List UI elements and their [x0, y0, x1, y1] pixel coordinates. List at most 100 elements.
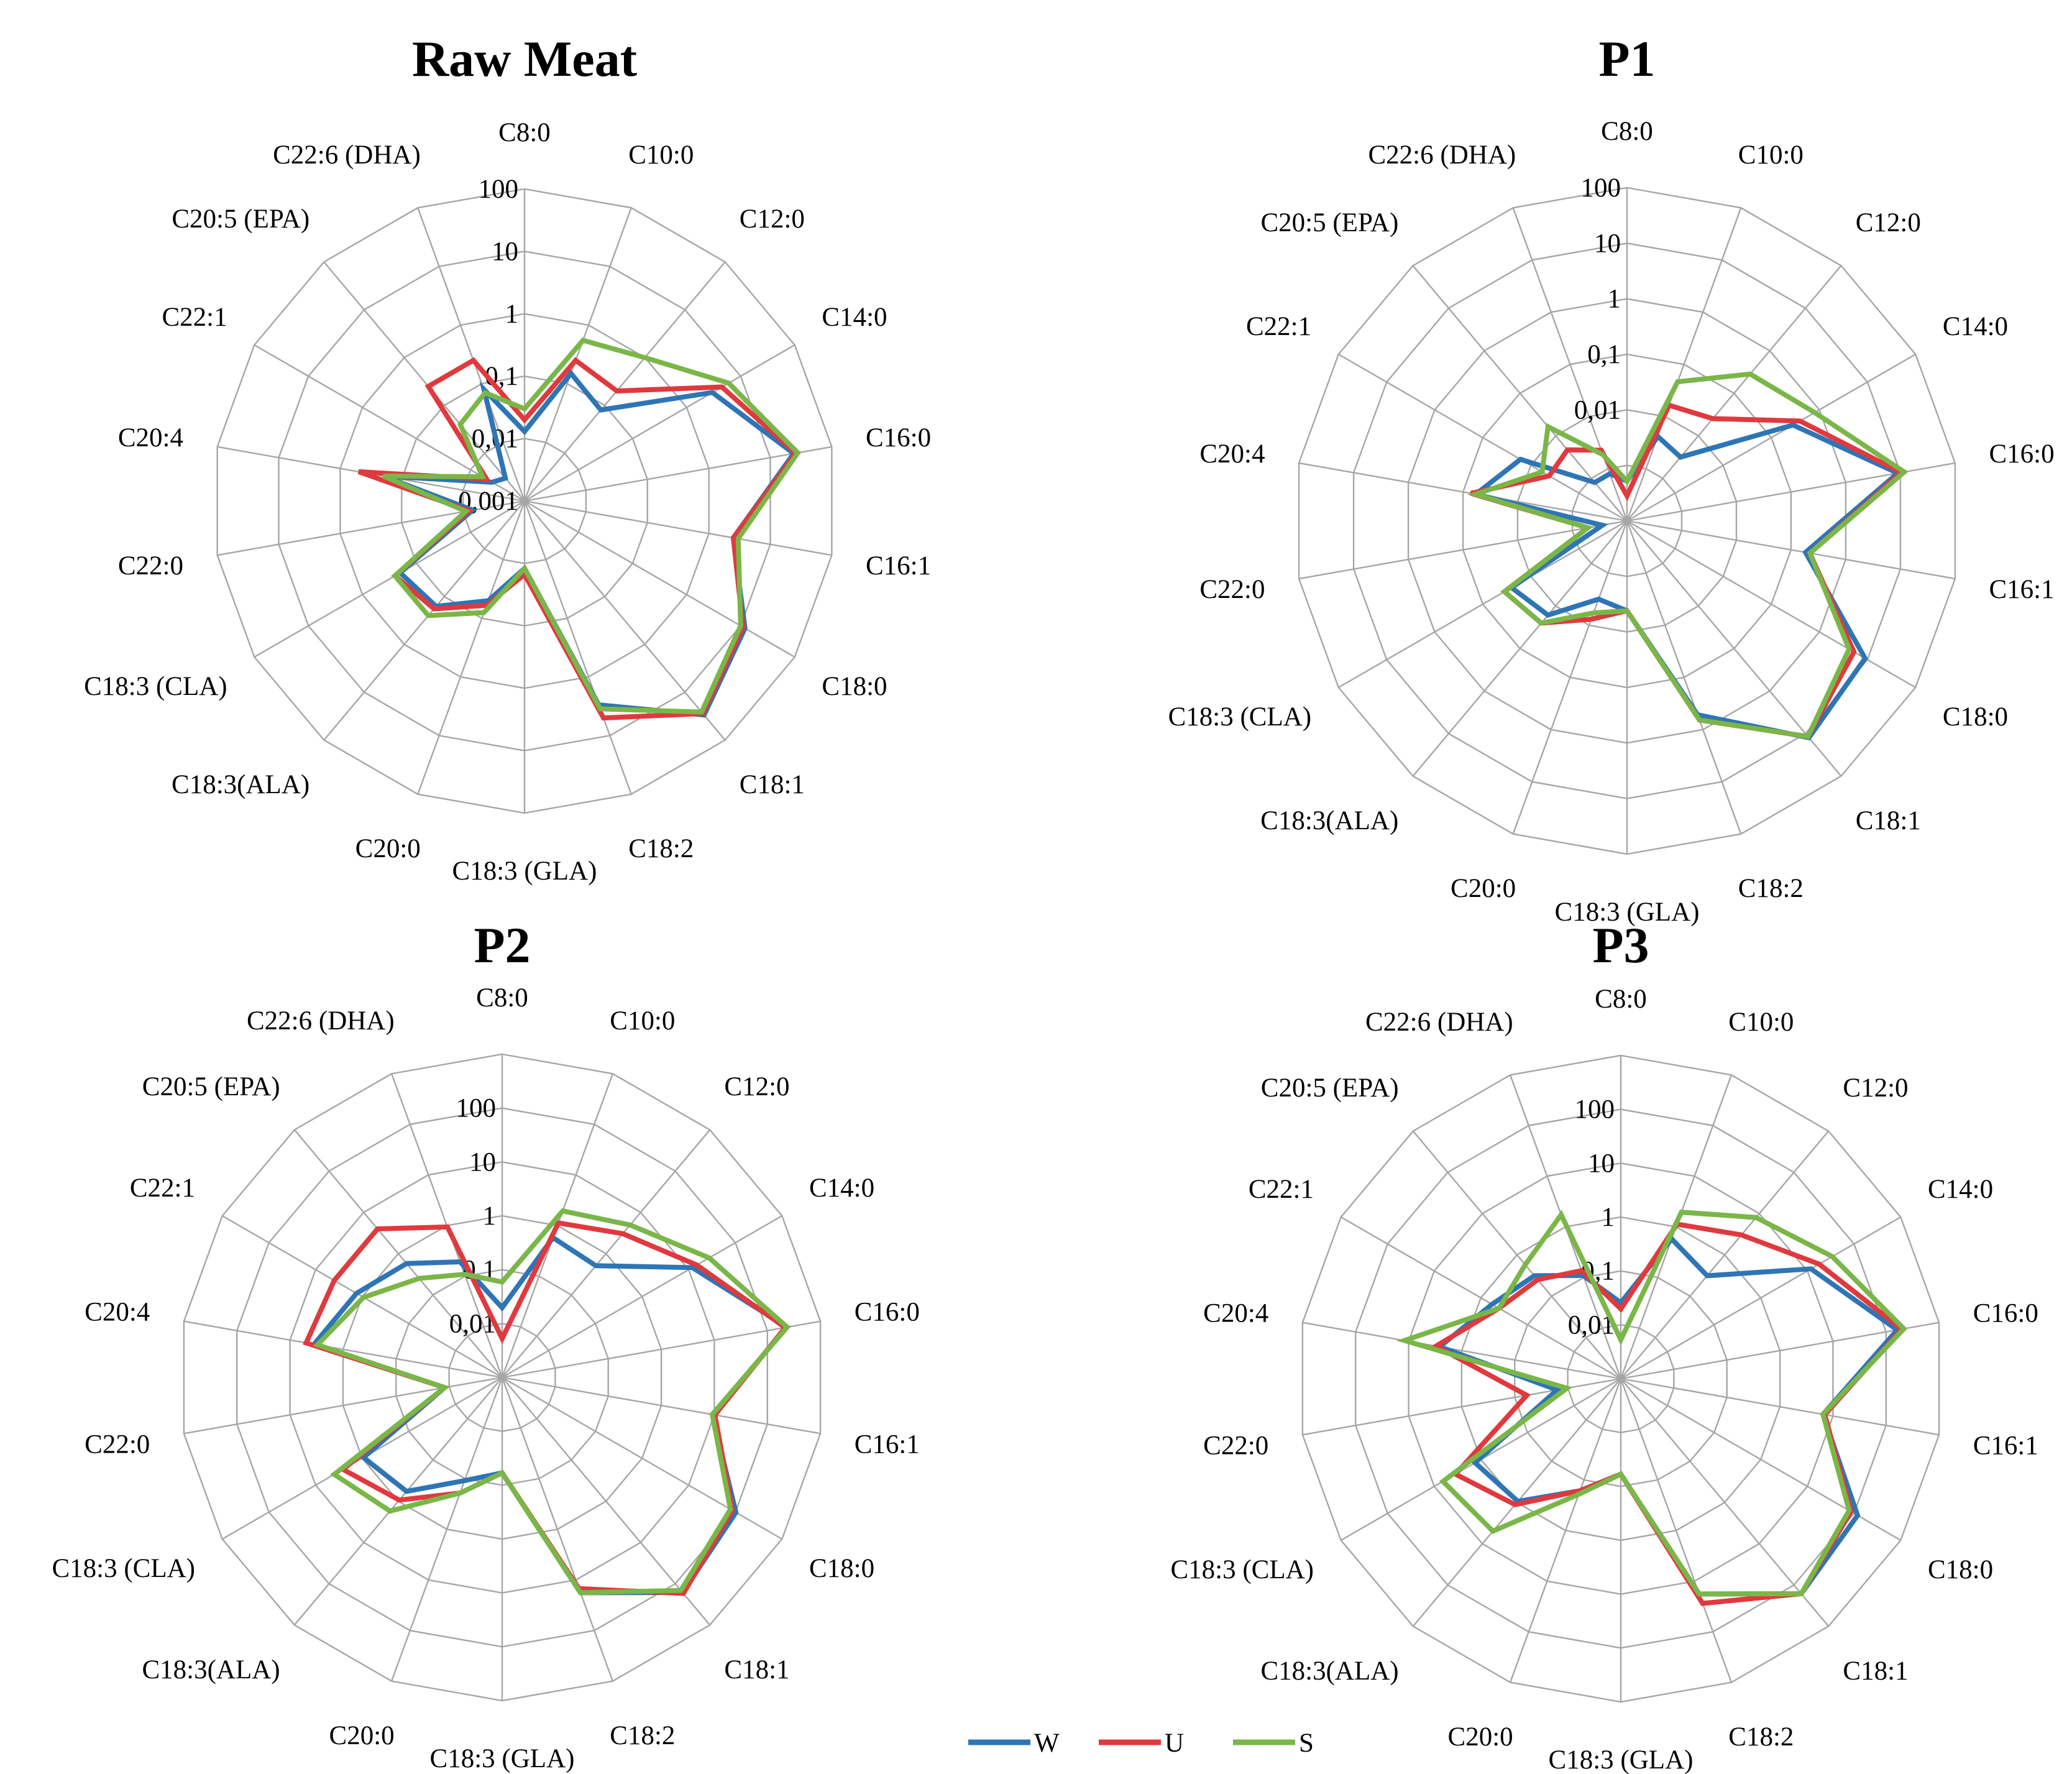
axis-spoke: [523, 207, 632, 502]
axis-spoke: [501, 1377, 614, 1682]
tick-label: 1: [1608, 285, 1621, 314]
radar-grid: [183, 1053, 822, 1702]
category-label: C22:0: [1203, 1431, 1268, 1460]
radar-chart-3: P20,010,1110100C8:0C10:0C12:0C14:0C16:0C…: [52, 917, 919, 1773]
category-label: C8:0: [476, 983, 528, 1013]
axis-spoke: [1626, 265, 1842, 522]
category-label: C12:0: [740, 205, 805, 234]
category-label: C22:6 (DHA): [273, 140, 421, 170]
axis-spoke: [183, 1320, 503, 1379]
category-label: C18:3 (GLA): [1555, 898, 1700, 927]
axis-spoke: [390, 1377, 503, 1682]
category-label: C20:5 (EPA): [1261, 1073, 1399, 1103]
axis-spoke: [1620, 1378, 1830, 1627]
category-label: C16:0: [1973, 1299, 2038, 1328]
axis-spoke: [323, 500, 525, 741]
category-label: C16:1: [866, 551, 931, 581]
axis-spoke: [1620, 1378, 1733, 1683]
axis-spoke: [1626, 520, 1956, 580]
category-label: C22:1: [162, 303, 227, 332]
axis-spoke: [1626, 520, 1916, 689]
category-label: C20:4: [85, 1298, 150, 1327]
category-label: C18:3(ALA): [142, 1655, 280, 1684]
axis-spoke: [1512, 207, 1628, 522]
category-label: C18:3(ALA): [1260, 806, 1398, 835]
category-label: C22:0: [1199, 575, 1265, 604]
category-label: C8:0: [498, 118, 551, 147]
radar-grid: [1298, 186, 1956, 855]
category-label: C18:2: [1728, 1722, 1794, 1752]
category-label: C18:3 (CLA): [84, 672, 227, 701]
category-label: C10:0: [1738, 140, 1804, 170]
axis-spoke: [1620, 1216, 1901, 1380]
series-S-line: [313, 1208, 791, 1596]
legend-label-U: U: [1165, 1729, 1184, 1758]
legend-label-S: S: [1299, 1729, 1314, 1758]
category-label: C22:1: [1249, 1175, 1314, 1204]
series-U-line: [357, 357, 799, 721]
radar-chart-2: P1 0,01 0,1 1 10 100 C8:0 C10:0 C12:0 C14:0 C16:0 C…: [1168, 30, 2055, 927]
category-label: C20:0: [1448, 1722, 1513, 1752]
category-label: C14:0: [1928, 1175, 1993, 1204]
tick-label: 10: [1588, 1149, 1615, 1178]
axis-spoke: [502, 1215, 782, 1379]
category-label: C12:0: [1856, 208, 1921, 237]
series-S-line: [1396, 1210, 1908, 1597]
category-label: C22:1: [1246, 312, 1311, 341]
axis-spoke: [254, 500, 525, 658]
category-label: C22:6 (DHA): [1365, 1008, 1513, 1037]
category-label: C22:6 (DHA): [1368, 140, 1516, 170]
axis-spoke: [293, 1129, 503, 1378]
radar-chart-1: Raw Meat0,0010,010,1110100C8:0C10:0C12:0…: [84, 30, 931, 886]
axis-spoke: [1412, 265, 1628, 522]
category-label: C18:1: [724, 1655, 789, 1684]
legend-label-W: W: [1034, 1729, 1060, 1758]
radar-chart-4: P30,010,1110100C8:0C10:0C12:0C14:0C16:0C…: [1170, 917, 2038, 1774]
radar-grid: [1301, 1054, 1940, 1703]
tick-label: 10: [492, 237, 518, 266]
tick-label: 100: [456, 1094, 497, 1123]
category-label: C20:0: [355, 834, 421, 863]
tick-label: 0,1: [1587, 340, 1621, 369]
tick-label: 100: [1575, 1095, 1615, 1124]
axis-spoke: [323, 261, 525, 502]
axis-spoke: [1626, 353, 1916, 522]
axis-spoke: [1412, 1130, 1621, 1379]
category-label: C18:3 (CLA): [1168, 702, 1312, 732]
tick-label: 1: [1602, 1203, 1615, 1232]
axis-spoke: [1338, 520, 1628, 689]
axis-spoke: [523, 500, 632, 795]
chart-title: P3: [1592, 917, 1649, 973]
category-label: C18:3 (CLA): [1170, 1555, 1314, 1584]
category-label: C18:3(ALA): [1260, 1657, 1398, 1686]
axis-spoke: [1302, 1321, 1621, 1380]
axis-spoke: [417, 207, 526, 502]
category-label: C18:2: [628, 834, 694, 863]
category-label: C14:0: [1943, 312, 2008, 341]
category-label: C22:0: [85, 1430, 150, 1459]
axis-spoke: [1620, 1377, 1940, 1436]
category-label: C20:4: [1199, 439, 1265, 469]
axis-spoke: [1512, 520, 1628, 835]
axis-spoke: [1620, 1130, 1830, 1379]
category-label: C20:5 (EPA): [1260, 208, 1398, 237]
axis-spoke: [1626, 520, 1842, 777]
category-label: C12:0: [724, 1072, 789, 1101]
category-label: C18:1: [740, 770, 805, 799]
category-label: C18:0: [1928, 1555, 1993, 1584]
axis-spoke: [524, 446, 832, 502]
axis-spoke: [524, 261, 726, 502]
category-label: C18:3 (GLA): [430, 1744, 575, 1773]
category-label: C18:1: [1856, 806, 1921, 835]
category-label: C18:2: [610, 1721, 675, 1750]
category-label: C18:3 (CLA): [52, 1554, 195, 1583]
chart-title: P2: [474, 917, 530, 973]
category-label: C8:0: [1601, 117, 1653, 146]
category-label: C20:0: [329, 1721, 395, 1750]
axis-spoke: [1298, 520, 1628, 580]
category-label: C18:3 (GLA): [452, 857, 597, 886]
axis-spoke: [1626, 207, 1742, 522]
tick-label: 100: [1581, 173, 1621, 203]
